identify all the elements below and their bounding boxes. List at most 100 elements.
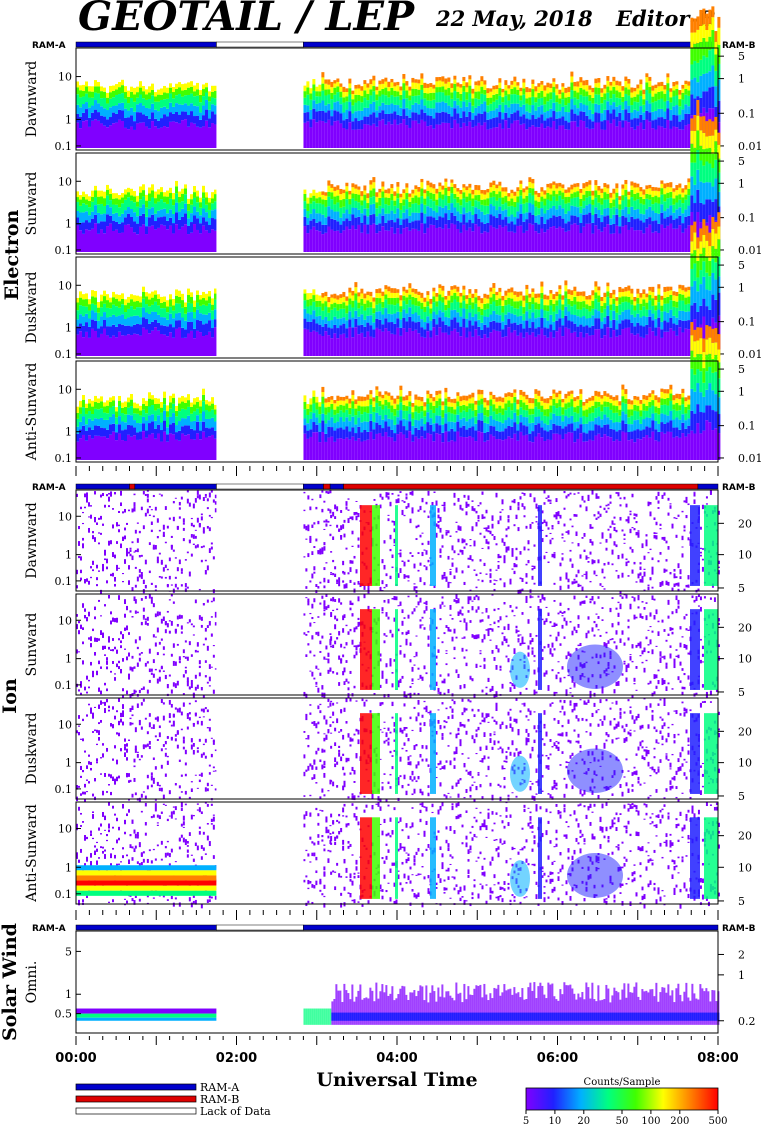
spectral-cell (465, 437, 469, 460)
spectral-cell (348, 421, 352, 432)
spectral-cell (696, 189, 700, 212)
spectral-cell (573, 401, 577, 408)
spectral-cell (408, 395, 412, 402)
spectral-cell (687, 296, 691, 304)
spectral-cell (106, 184, 109, 190)
spectral-cell (573, 86, 577, 91)
spectral-cell (579, 291, 583, 296)
spectral-cell (315, 213, 319, 223)
spectral-cell (151, 330, 154, 356)
spectral-cell (327, 402, 331, 407)
spectral-cell (621, 411, 625, 421)
spectral-cell (130, 107, 133, 116)
spectral-cell (184, 184, 187, 189)
spectral-cell (366, 203, 370, 209)
spectral-cell (339, 104, 343, 114)
spectral-cell (462, 192, 466, 199)
spectral-cell (435, 296, 439, 302)
spectral-cell (378, 80, 382, 85)
spectral-cell (312, 432, 316, 460)
spectral-cell (459, 302, 463, 308)
spectral-cell (306, 423, 310, 431)
spectral-cell (465, 308, 469, 319)
spectral-cell (97, 190, 100, 197)
spectral-cell (666, 389, 670, 394)
spectral-cell (342, 323, 346, 334)
spectral-cell (145, 234, 148, 252)
spectral-cell (549, 92, 553, 100)
spectral-cell (136, 403, 139, 409)
spectral-cell (639, 106, 643, 115)
spectral-cell (579, 120, 583, 148)
spectral-cell (384, 230, 388, 252)
spectral-cell (109, 193, 112, 201)
spectral-cell (438, 80, 442, 88)
spectral-cell (336, 400, 340, 407)
spectral-cell (405, 218, 409, 228)
spectral-cell (333, 414, 337, 424)
spectral-cell (124, 325, 127, 336)
spectral-cell (501, 337, 505, 356)
spectral-cell (387, 188, 391, 194)
spectral-cell (396, 96, 400, 106)
spectral-cell (426, 83, 430, 88)
spectral-cell (573, 206, 577, 216)
spectral-cell (480, 86, 484, 94)
spectral-cell (465, 212, 469, 223)
spectral-cell (672, 427, 676, 438)
spectral-cell (106, 429, 109, 439)
spectral-cell (477, 326, 481, 336)
spectral-cell (612, 206, 616, 215)
spectral-cell (666, 393, 670, 399)
spectral-cell (549, 305, 553, 315)
spectral-cell (438, 112, 442, 125)
spectral-cell (327, 206, 331, 217)
spectral-cell (405, 209, 409, 219)
spectral-cell (306, 329, 310, 356)
spectral-cell (366, 87, 370, 94)
spectral-cell (492, 110, 496, 118)
spectral-cell (348, 101, 352, 112)
spectral-cell (630, 439, 634, 460)
spectral-cell (414, 195, 418, 204)
spectral-cell (471, 302, 475, 309)
spectral-cell (112, 396, 115, 401)
spectral-cell (516, 308, 520, 317)
spectral-cell (363, 421, 367, 430)
spectral-cell (579, 324, 583, 333)
spectral-cell (456, 312, 460, 323)
spectral-cell (151, 414, 154, 422)
spectral-cell (612, 289, 616, 295)
spectral-cell (492, 419, 496, 427)
spectral-cell (681, 433, 685, 460)
spectral-cell (531, 408, 535, 415)
spectral-cell (471, 223, 475, 232)
spectral-cell (513, 322, 517, 331)
spectral-cell (429, 216, 433, 225)
spectral-cell (79, 222, 82, 231)
spectral-cell (130, 115, 133, 127)
spectral-cell (196, 294, 199, 303)
spectral-cell (561, 125, 565, 148)
spectral-cell (166, 229, 169, 252)
spectral-cell (540, 191, 544, 197)
spectral-cell (609, 224, 613, 234)
spectral-cell (351, 121, 355, 130)
spectral-cell (573, 331, 577, 356)
spectral-cell (351, 394, 355, 402)
spectral-cell (408, 391, 412, 396)
spectral-cell (154, 92, 157, 97)
spectral-cell (190, 330, 193, 356)
spectral-cell (393, 297, 397, 306)
spectral-cell (333, 231, 337, 252)
spectral-cell (681, 192, 685, 198)
spectral-cell (321, 403, 325, 414)
spectral-cell (336, 230, 340, 252)
spectral-cell (375, 192, 379, 197)
spectral-cell (615, 183, 619, 189)
spectral-cell (486, 317, 490, 328)
spectral-cell (510, 205, 514, 215)
spectral-cell (648, 401, 652, 408)
spectral-cell (570, 306, 574, 315)
spectral-cell (327, 335, 331, 356)
